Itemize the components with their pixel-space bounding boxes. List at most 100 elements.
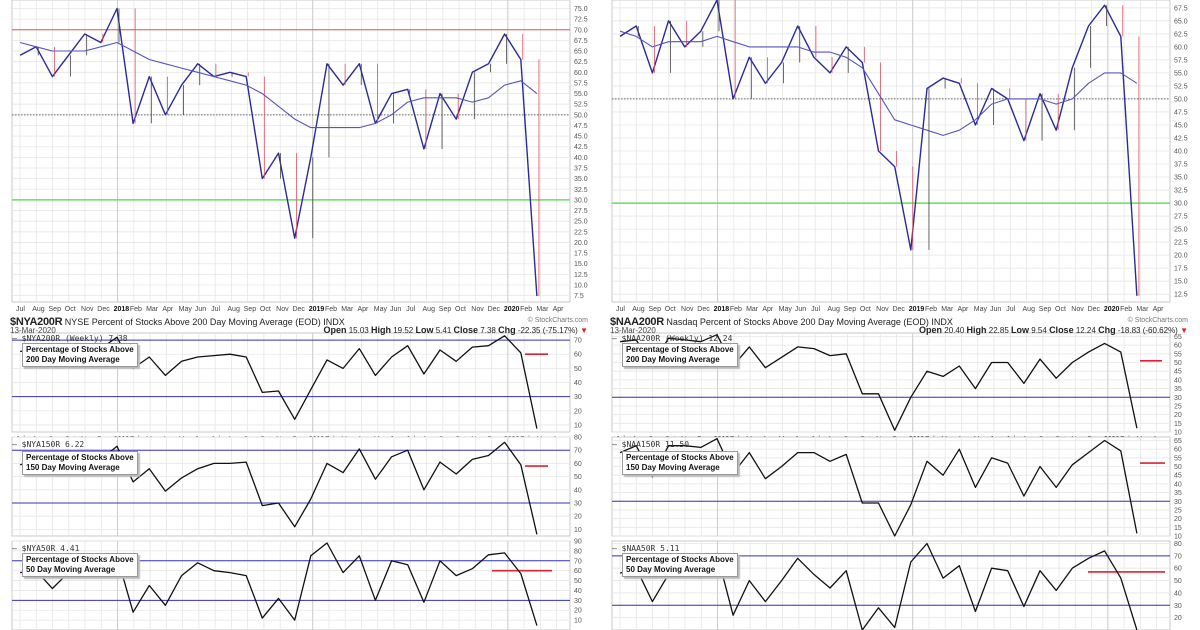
svg-text:Apr: Apr <box>1153 306 1165 313</box>
chg-value: -18.83 (-60.62%) <box>1117 326 1178 335</box>
svg-text:Apr: Apr <box>162 306 174 313</box>
chart-title: $NAA200R Nasdaq Percent of Stocks Above … <box>610 316 953 328</box>
svg-text:60: 60 <box>1174 343 1182 350</box>
svg-text:65.0: 65.0 <box>574 49 588 56</box>
svg-text:55: 55 <box>1174 351 1182 358</box>
svg-text:Nov: Nov <box>81 306 94 313</box>
svg-text:20.0: 20.0 <box>1174 253 1188 260</box>
svg-text:22.5: 22.5 <box>574 229 588 236</box>
right-chart-column: 67.5 65.0 62.5 60.0 57.5 55.0 52.5 50.0 47.5 45.0… <box>600 0 1200 630</box>
svg-text:57.5: 57.5 <box>574 80 588 87</box>
low-label: Low <box>415 325 434 335</box>
svg-text:45: 45 <box>1174 369 1182 376</box>
svg-text:Aug: Aug <box>632 306 645 313</box>
svg-text:80: 80 <box>1174 541 1182 548</box>
svg-text:50: 50 <box>574 366 582 373</box>
svg-text:Sep: Sep <box>844 306 857 313</box>
chart-date: 13-Mar-2020 <box>10 326 56 335</box>
svg-text:70: 70 <box>574 558 582 565</box>
svg-text:50: 50 <box>1174 578 1182 585</box>
svg-text:10: 10 <box>574 618 582 625</box>
svg-text:30: 30 <box>574 598 582 605</box>
svg-text:Dec: Dec <box>488 306 501 313</box>
svg-text:60.0: 60.0 <box>574 70 588 77</box>
svg-text:72.5: 72.5 <box>574 17 588 24</box>
svg-text:30: 30 <box>574 501 582 508</box>
svg-text:40.0: 40.0 <box>574 155 588 162</box>
svg-text:May: May <box>779 306 793 313</box>
svg-text:30.0: 30.0 <box>574 197 588 204</box>
svg-text:10: 10 <box>574 527 582 534</box>
svg-text:12.5: 12.5 <box>574 272 588 279</box>
panel-legend: — $NAA200R (Weekly) 12.24 <box>612 334 733 343</box>
down-arrow-icon: ▼ <box>580 326 588 335</box>
svg-text:62.5: 62.5 <box>574 59 588 66</box>
down-arrow-icon: ▼ <box>1180 326 1188 335</box>
svg-text:10.0: 10.0 <box>574 282 588 289</box>
svg-text:25: 25 <box>1174 507 1182 514</box>
svg-text:Nov: Nov <box>471 306 484 313</box>
svg-text:15: 15 <box>1174 525 1182 532</box>
svg-text:40: 40 <box>1174 481 1182 488</box>
svg-text:May: May <box>374 306 388 313</box>
svg-text:80: 80 <box>574 435 582 442</box>
svg-text:30: 30 <box>574 394 582 401</box>
chart-title: $NYA200R NYSE Percent of Stocks Above 20… <box>10 316 345 328</box>
svg-text:45.0: 45.0 <box>1174 122 1188 129</box>
svg-text:Oct: Oct <box>1055 306 1066 313</box>
svg-text:25: 25 <box>1174 403 1182 410</box>
low-label: Low <box>1011 325 1030 335</box>
panel-note: Percentage of Stocks Above 50 Day Moving … <box>22 553 138 577</box>
svg-text:7.5: 7.5 <box>574 293 584 300</box>
svg-text:70: 70 <box>574 448 582 455</box>
svg-text:42.5: 42.5 <box>1174 135 1188 142</box>
svg-text:Jul: Jul <box>616 306 625 313</box>
brand-watermark: © StockCharts.com <box>527 317 588 324</box>
svg-text:Oct: Oct <box>65 306 76 313</box>
note-line: 200 Day Moving Average <box>26 355 120 364</box>
svg-text:50: 50 <box>1174 360 1182 367</box>
open-value: 15.03 <box>348 326 369 335</box>
svg-text:30: 30 <box>1174 499 1182 506</box>
note-line: 50 Day Moving Average <box>26 565 116 574</box>
svg-text:30: 30 <box>1174 395 1182 402</box>
close-label: Close <box>453 325 479 335</box>
svg-text:15.0: 15.0 <box>574 261 588 268</box>
svg-text:Feb: Feb <box>925 306 937 313</box>
low-value: 5.41 <box>435 326 452 335</box>
svg-text:40: 40 <box>574 380 582 387</box>
svg-text:27.5: 27.5 <box>1174 214 1188 221</box>
panel-note: Percentage of Stocks Above 50 Day Moving … <box>622 553 738 577</box>
svg-text:2020: 2020 <box>1104 306 1120 313</box>
note-line: Percentage of Stocks Above <box>626 345 734 354</box>
svg-text:10: 10 <box>1174 534 1182 541</box>
svg-text:May: May <box>179 306 193 313</box>
svg-text:Feb: Feb <box>325 306 337 313</box>
svg-text:50.0: 50.0 <box>1174 96 1188 103</box>
svg-text:20: 20 <box>574 608 582 615</box>
svg-text:Sep: Sep <box>49 306 62 313</box>
note-line: Percentage of Stocks Above <box>26 453 134 462</box>
svg-text:75.0: 75.0 <box>574 6 588 13</box>
svg-text:10: 10 <box>1174 430 1182 437</box>
note-line: Percentage of Stocks Above <box>626 453 734 462</box>
svg-text:15: 15 <box>1174 421 1182 428</box>
svg-text:Jun: Jun <box>195 306 206 313</box>
svg-text:Mar: Mar <box>1136 306 1149 313</box>
svg-text:Sep: Sep <box>244 306 257 313</box>
right-chart-canvas: 67.5 65.0 62.5 60.0 57.5 55.0 52.5 50.0 47.5 45.0… <box>611 0 1188 630</box>
svg-text:60: 60 <box>574 461 582 468</box>
svg-text:Dec: Dec <box>97 306 110 313</box>
svg-text:65: 65 <box>1174 438 1182 445</box>
svg-text:Apr: Apr <box>762 306 774 313</box>
svg-text:45.0: 45.0 <box>574 134 588 141</box>
ohlc-stats: Open 15.03 High 19.52 Low 5.41 Close 7.3… <box>323 325 588 335</box>
panel-note: Percentage of Stocks Above 150 Day Moving… <box>22 451 138 475</box>
svg-text:52.5: 52.5 <box>1174 83 1188 90</box>
svg-text:2018: 2018 <box>114 306 130 313</box>
svg-text:40: 40 <box>1174 377 1182 384</box>
svg-text:Jun: Jun <box>390 306 401 313</box>
exchange: INDX <box>323 317 345 327</box>
panel-legend: — $NAA150R 11.50 <box>612 440 690 449</box>
svg-text:50.0: 50.0 <box>574 112 588 119</box>
